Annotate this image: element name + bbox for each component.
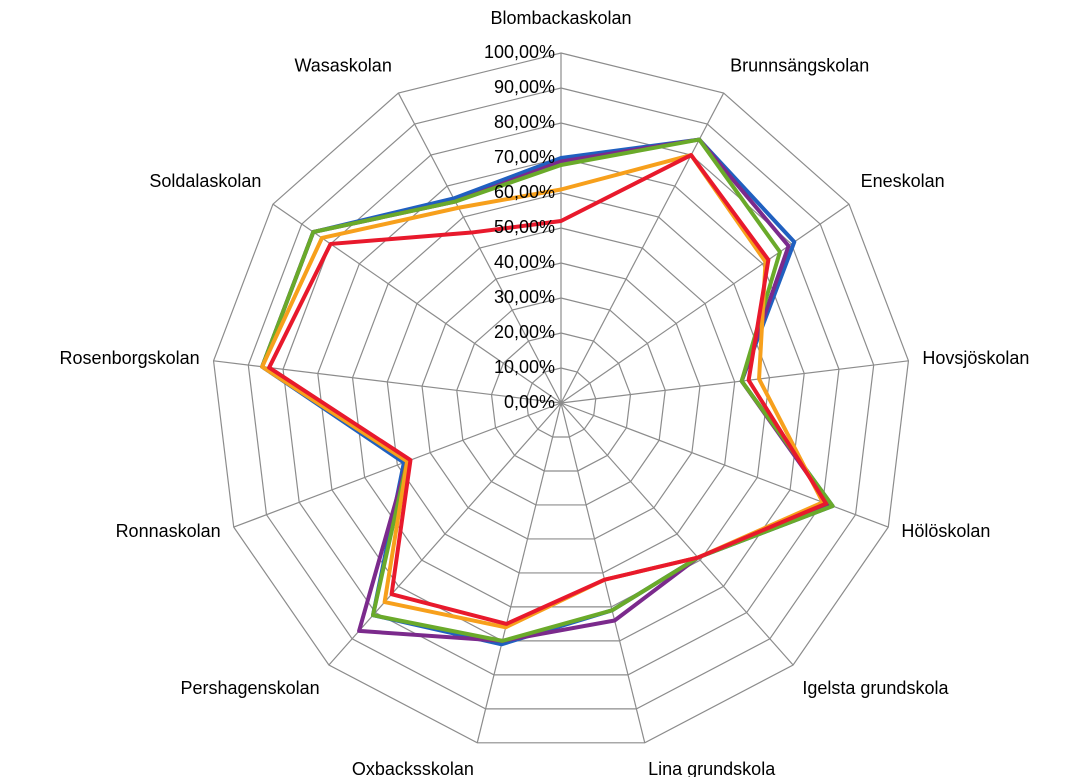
series-line [260, 137, 832, 643]
spoke [560, 92, 725, 404]
grid-line [386, 227, 736, 574]
spoke [560, 402, 646, 743]
spoke [476, 402, 562, 743]
category-label: Blombackaskolan [490, 8, 631, 28]
y-tick-label: 40,00% [494, 252, 555, 272]
category-label: Igelsta grundskola [802, 678, 949, 698]
grid-line [421, 262, 701, 540]
grid-line [282, 122, 840, 676]
y-tick-label: 50,00% [494, 217, 555, 237]
grid-line [525, 367, 597, 438]
grid-line [490, 332, 632, 472]
series-layer [260, 137, 835, 647]
category-label: Soldalaskolan [149, 171, 261, 191]
category-label: Brunnsängskolan [730, 55, 869, 75]
y-tick-label: 0,00% [504, 392, 555, 412]
y-tick-label: 30,00% [494, 287, 555, 307]
spoke [560, 402, 889, 528]
category-label: Hovsjöskolan [922, 348, 1029, 368]
category-label: Wasaskolan [294, 55, 391, 75]
spoke [233, 402, 562, 528]
series-line [260, 137, 835, 643]
y-tick-label: 80,00% [494, 112, 555, 132]
grid-line [212, 52, 910, 744]
category-label: Lina grundskola [648, 759, 776, 777]
y-tick-label: 10,00% [494, 357, 555, 377]
series-line [267, 153, 829, 626]
y-tick-label: 70,00% [494, 147, 555, 167]
spoke [560, 402, 794, 666]
y-tick-label: 90,00% [494, 77, 555, 97]
category-label: Pershagenskolan [181, 678, 320, 698]
category-label: Eneskolan [861, 171, 945, 191]
spoke [560, 360, 909, 404]
category-label: Ronnaskolan [116, 521, 221, 541]
y-tick-label: 60,00% [494, 182, 555, 202]
category-label: Rosenborgskolan [60, 348, 200, 368]
category-label: Hölöskolan [901, 521, 990, 541]
category-label: Oxbacksskolan [352, 759, 474, 777]
grid-line [456, 297, 666, 506]
y-tick-label: 100,00% [484, 42, 555, 62]
spoke [328, 402, 562, 666]
spoke [560, 203, 850, 404]
spoke [397, 92, 562, 404]
labels: Blombackaskolan Brunnsängskolan Eneskolan H… [60, 8, 1030, 777]
grid-line [247, 87, 875, 710]
y-tick-label: 20,00% [494, 322, 555, 342]
grid-line [351, 192, 771, 608]
